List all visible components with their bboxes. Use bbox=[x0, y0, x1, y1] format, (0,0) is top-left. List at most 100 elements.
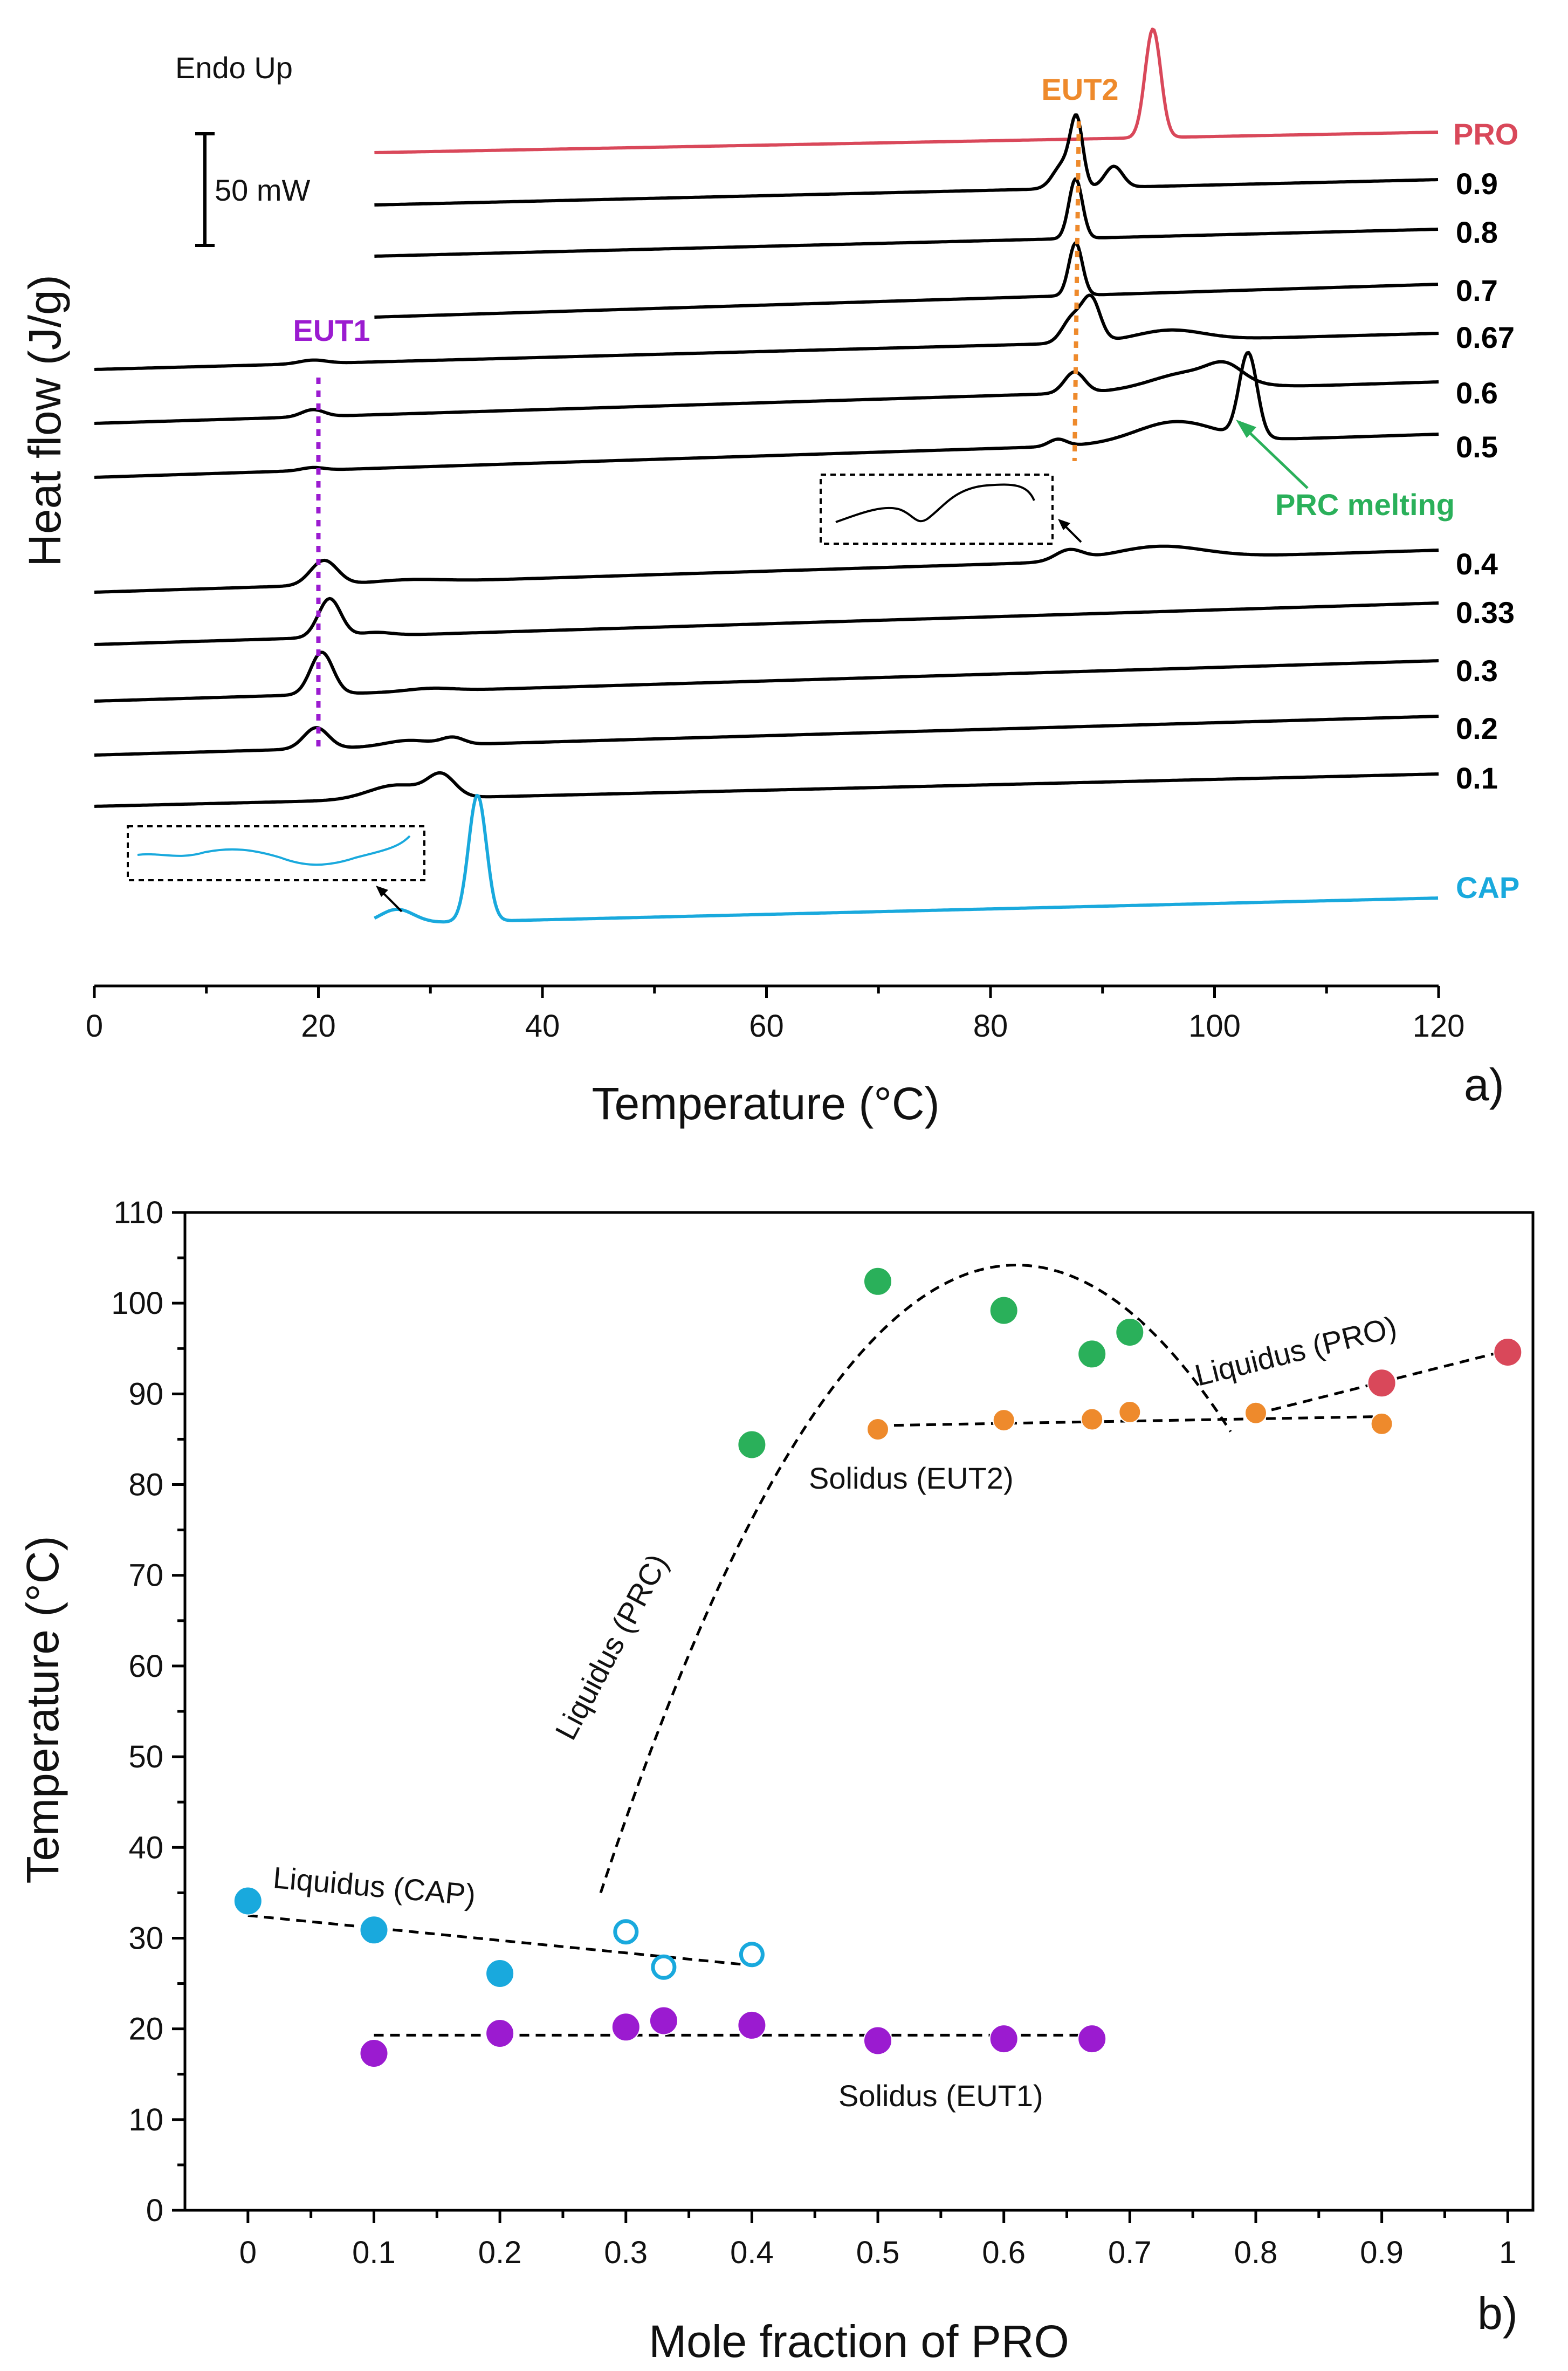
b-y-tick-label: 90 bbox=[128, 1376, 163, 1411]
trace-label-0.8: 0.8 bbox=[1456, 215, 1498, 249]
point-prc-liquidus bbox=[1115, 1318, 1145, 1347]
trace-label-0.6: 0.6 bbox=[1456, 376, 1498, 410]
point-pro-liquidus bbox=[1367, 1368, 1397, 1398]
a-x-tick-label: 0 bbox=[86, 1009, 103, 1044]
a-inset-box-eut2 bbox=[820, 474, 1054, 545]
trace-label-0.67: 0.67 bbox=[1456, 320, 1515, 354]
b-y-tick-label: 60 bbox=[128, 1649, 163, 1684]
trace-label-0.33: 0.33 bbox=[1456, 595, 1515, 629]
point-cap-liquidus bbox=[485, 1959, 515, 1988]
a-inset-box-cap bbox=[127, 825, 425, 881]
a-x-axis-label: Temperature (°C) bbox=[592, 1078, 939, 1129]
a-inset-arrowhead-cap bbox=[376, 886, 388, 897]
a-prc-melting-label: PRC melting bbox=[1275, 488, 1455, 522]
point-eut2-solidus bbox=[1081, 1408, 1104, 1431]
trace-cap bbox=[374, 793, 1439, 924]
trace-0.33 bbox=[94, 597, 1439, 646]
point-eut1-solidus bbox=[611, 2012, 641, 2042]
trace-label-cap: CAP bbox=[1456, 871, 1519, 904]
b-y-axis-label: Temperature (°C) bbox=[17, 1536, 68, 1883]
point-eut2-solidus bbox=[866, 1418, 889, 1441]
trace-0.3 bbox=[94, 650, 1439, 703]
a-x-tick-label: 100 bbox=[1188, 1009, 1241, 1044]
a-prc-melting-arrow bbox=[1244, 428, 1309, 489]
b-x-axis-label: Mole fraction of PRO bbox=[649, 2316, 1069, 2367]
b-solidus-eut1-label: Solidus (EUT1) bbox=[838, 2079, 1043, 2113]
a-x-tick-label: 120 bbox=[1413, 1009, 1465, 1044]
point-eut2-solidus bbox=[992, 1409, 1015, 1432]
b-y-tick-label: 20 bbox=[128, 2012, 163, 2047]
a-eut1-label: EUT1 bbox=[293, 313, 370, 347]
b-y-tick-label: 80 bbox=[128, 1468, 163, 1503]
trace-label-0.2: 0.2 bbox=[1456, 711, 1498, 745]
a-eutectic-markers bbox=[316, 121, 1081, 747]
b-x-tick-label: 0.8 bbox=[1234, 2235, 1278, 2270]
point-cap-liquidus-open- bbox=[651, 1954, 677, 1980]
b-y-tick-label: 10 bbox=[128, 2102, 163, 2137]
panel-a-dsc-thermograms: 0 20 40 60 80 100 120 Temperature (°C) Heat fl… bbox=[19, 28, 1519, 1129]
trace-pro bbox=[374, 28, 1439, 154]
trace-label-0.7: 0.7 bbox=[1456, 273, 1498, 307]
a-eut2-label: EUT2 bbox=[1041, 72, 1118, 106]
panel-b-phase-diagram: 0 0.1 0.2 0.3 0.4 0.5 0.6 0.7 0.8 0.9 1 0 10 20 30 40 5… bbox=[17, 1195, 1535, 2367]
point-cap-liquidus-open- bbox=[613, 1919, 639, 1945]
b-plot-frame bbox=[183, 1211, 1535, 2212]
point-pro-liquidus bbox=[1493, 1338, 1523, 1367]
b-x-tick-label: 0.2 bbox=[478, 2235, 522, 2270]
point-prc-liquidus bbox=[863, 1266, 892, 1296]
fit-line-liquidus-prc- bbox=[599, 1263, 1232, 1894]
a-x-tick-label: 40 bbox=[525, 1009, 560, 1044]
b-x-tick-label: 0.9 bbox=[1360, 2235, 1404, 2270]
a-y-axis-label: Heat flow (J/g) bbox=[19, 275, 70, 567]
point-eut1-solidus bbox=[737, 2010, 767, 2040]
a-x-tick-label: 20 bbox=[301, 1009, 336, 1044]
a-inset-curve-eut2 bbox=[835, 483, 1035, 523]
b-y-ticks: 0 10 20 30 40 50 60 70 80 90 100 110 bbox=[111, 1195, 185, 2228]
point-eut1-solidus bbox=[359, 2039, 389, 2068]
a-x-ticks: 0 20 40 60 80 100 120 bbox=[86, 986, 1465, 1044]
a-trace-labels: PRO 0.9 0.8 0.7 0.67 0.6 0.5 0.4 0.33 0.… bbox=[1453, 117, 1519, 904]
b-x-tick-label: 0.3 bbox=[604, 2235, 648, 2270]
b-solidus-eut2-label: Solidus (EUT2) bbox=[809, 1461, 1014, 1495]
a-prc-melting-arrowhead bbox=[1236, 420, 1256, 438]
trace-label-pro: PRO bbox=[1453, 117, 1518, 151]
a-traces bbox=[94, 28, 1439, 924]
b-y-tick-label: 110 bbox=[114, 1195, 163, 1230]
a-inset-curve-cap bbox=[137, 835, 411, 866]
trace-label-0.9: 0.9 bbox=[1456, 167, 1498, 201]
b-x-tick-label: 0.7 bbox=[1108, 2235, 1152, 2270]
a-x-tick-label: 60 bbox=[749, 1009, 784, 1044]
b-x-tick-label: 0.5 bbox=[856, 2235, 900, 2270]
b-y-tick-label: 0 bbox=[146, 2193, 163, 2228]
trace-0.67 bbox=[94, 293, 1439, 371]
trace-label-0.3: 0.3 bbox=[1456, 654, 1498, 688]
point-eut2-solidus bbox=[1118, 1401, 1141, 1423]
point-prc-liquidus bbox=[737, 1430, 767, 1459]
point-prc-liquidus bbox=[989, 1296, 1019, 1325]
point-prc-liquidus bbox=[1077, 1339, 1107, 1369]
b-y-tick-label: 50 bbox=[128, 1739, 163, 1774]
b-liquidus-prc-label: Liquidus (PRC) bbox=[548, 1548, 675, 1745]
point-eut1-solidus bbox=[863, 2026, 892, 2055]
a-scale-bar-label: 50 mW bbox=[215, 173, 310, 207]
b-y-tick-label: 40 bbox=[128, 1830, 163, 1865]
b-x-tick-label: 0.4 bbox=[730, 2235, 774, 2270]
eut2-marker-line bbox=[1072, 121, 1081, 462]
trace-0.9 bbox=[374, 113, 1439, 207]
a-endo-up-label: Endo Up bbox=[175, 51, 293, 85]
point-eut1-solidus bbox=[989, 2024, 1019, 2054]
trace-0.6 bbox=[94, 360, 1439, 425]
b-liquidus-cap-label: Liquidus (CAP) bbox=[272, 1860, 477, 1912]
point-eut1-solidus bbox=[1077, 2024, 1107, 2054]
b-x-tick-label: 0.6 bbox=[982, 2235, 1026, 2270]
b-x-tick-label: 0.1 bbox=[352, 2235, 396, 2270]
point-eut2-solidus bbox=[1370, 1412, 1393, 1435]
b-panel-label: b) bbox=[1477, 2288, 1518, 2339]
trace-0.1 bbox=[94, 771, 1439, 808]
point-cap-liquidus bbox=[359, 1915, 389, 1945]
b-x-tick-label: 1 bbox=[1499, 2235, 1516, 2270]
trace-0.4 bbox=[94, 544, 1439, 594]
trace-label-0.5: 0.5 bbox=[1456, 430, 1498, 464]
